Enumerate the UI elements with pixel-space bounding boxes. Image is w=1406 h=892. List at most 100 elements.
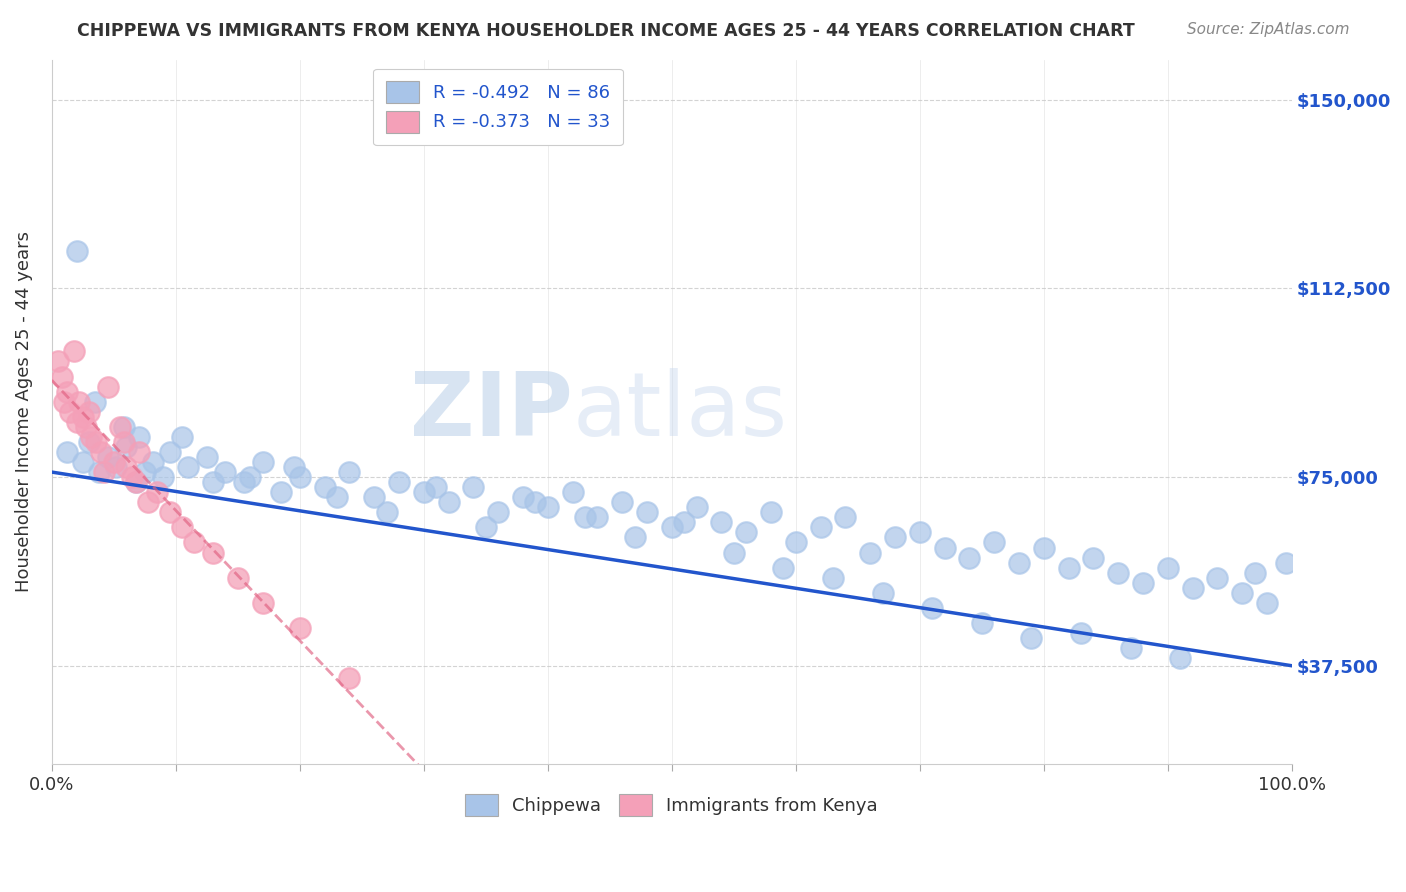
Point — [785, 535, 807, 549]
Point — [51, 369, 73, 384]
Point — [77, 434, 100, 449]
Y-axis label: Householder Income Ages 25 - 44 years: Householder Income Ages 25 - 44 years — [15, 231, 32, 592]
Point — [1243, 566, 1265, 580]
Point — [337, 671, 360, 685]
Point — [363, 490, 385, 504]
Point — [834, 510, 856, 524]
Legend: Chippewa, Immigrants from Kenya: Chippewa, Immigrants from Kenya — [457, 785, 887, 825]
Point — [821, 571, 844, 585]
Text: atlas: atlas — [572, 368, 787, 455]
Point — [170, 520, 193, 534]
Point — [76, 419, 98, 434]
Point — [103, 455, 125, 469]
Point — [486, 505, 509, 519]
Point — [425, 480, 447, 494]
Point — [159, 445, 181, 459]
Point — [65, 244, 87, 258]
Point — [463, 480, 485, 494]
Point — [735, 525, 758, 540]
Point — [80, 430, 103, 444]
Point — [142, 455, 165, 469]
Point — [90, 445, 112, 459]
Point — [326, 490, 349, 504]
Point — [201, 475, 224, 490]
Point — [1070, 626, 1092, 640]
Point — [170, 430, 193, 444]
Point — [934, 541, 956, 555]
Point — [1206, 571, 1229, 585]
Point — [283, 460, 305, 475]
Point — [84, 394, 107, 409]
Point — [96, 450, 118, 464]
Text: CHIPPEWA VS IMMIGRANTS FROM KENYA HOUSEHOLDER INCOME AGES 25 - 44 YEARS CORRELAT: CHIPPEWA VS IMMIGRANTS FROM KENYA HOUSEH… — [77, 22, 1135, 40]
Point — [146, 485, 169, 500]
Point — [1083, 550, 1105, 565]
Point — [1132, 575, 1154, 590]
Point — [86, 434, 108, 449]
Point — [65, 415, 87, 429]
Point — [177, 460, 200, 475]
Point — [63, 344, 86, 359]
Point — [96, 379, 118, 393]
Point — [121, 470, 143, 484]
Point — [183, 535, 205, 549]
Point — [524, 495, 547, 509]
Point — [115, 440, 138, 454]
Point — [388, 475, 411, 490]
Point — [288, 621, 311, 635]
Point — [661, 520, 683, 534]
Point — [772, 560, 794, 574]
Point — [810, 520, 832, 534]
Point — [1021, 631, 1043, 645]
Point — [983, 535, 1005, 549]
Point — [474, 520, 496, 534]
Point — [1256, 596, 1278, 610]
Point — [138, 495, 160, 509]
Point — [112, 419, 135, 434]
Point — [105, 460, 128, 475]
Point — [55, 384, 77, 399]
Point — [921, 600, 943, 615]
Point — [226, 571, 249, 585]
Point — [612, 495, 634, 509]
Point — [288, 470, 311, 484]
Point — [759, 505, 782, 519]
Point — [195, 450, 218, 464]
Point — [1057, 560, 1080, 574]
Point — [152, 470, 174, 484]
Point — [623, 531, 645, 545]
Text: ZIP: ZIP — [409, 368, 572, 455]
Point — [201, 545, 224, 559]
Point — [125, 475, 148, 490]
Point — [128, 445, 150, 459]
Point — [159, 505, 181, 519]
Point — [1230, 586, 1253, 600]
Point — [1119, 641, 1142, 656]
Point — [252, 596, 274, 610]
Point — [685, 500, 707, 515]
Point — [723, 545, 745, 559]
Point — [115, 460, 138, 475]
Point — [214, 465, 236, 479]
Point — [337, 465, 360, 479]
Point — [437, 495, 460, 509]
Point — [72, 455, 94, 469]
Point — [884, 531, 907, 545]
Point — [93, 465, 115, 479]
Point — [872, 586, 894, 600]
Point — [67, 394, 90, 409]
Text: Source: ZipAtlas.com: Source: ZipAtlas.com — [1187, 22, 1350, 37]
Point — [412, 485, 434, 500]
Point — [561, 485, 583, 500]
Point — [1032, 541, 1054, 555]
Point — [957, 550, 980, 565]
Point — [239, 470, 262, 484]
Point — [128, 430, 150, 444]
Point — [673, 516, 696, 530]
Point — [314, 480, 336, 494]
Point — [252, 455, 274, 469]
Point — [512, 490, 534, 504]
Point — [1157, 560, 1180, 574]
Point — [55, 445, 77, 459]
Point — [1181, 581, 1204, 595]
